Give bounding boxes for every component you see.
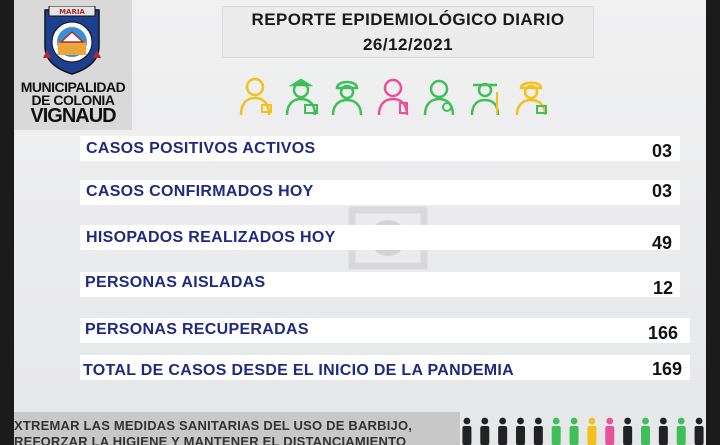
- worker-green-farmer-icon: [470, 82, 500, 116]
- right-dark-border: [706, 0, 720, 445]
- stat-row-active-cases: CASOS POSITIVOS ACTIVOS 03: [80, 136, 680, 161]
- crowd-person-head: [624, 417, 632, 425]
- stat-label-recovered: PERSONAS RECUPERADAS: [85, 321, 309, 338]
- report-title: REPORTE EPIDEMIOLÓGICO DIARIO: [251, 10, 565, 29]
- logo-line-3: VIGNAUD: [30, 105, 116, 127]
- crowd-person-head: [588, 417, 596, 425]
- stat-label-active-cases: CASOS POSITIVOS ACTIVOS: [86, 140, 316, 157]
- seal-text: MARIA: [59, 8, 85, 16]
- footer-band: [14, 412, 460, 445]
- worker-green-builder-icon: [331, 80, 363, 116]
- crowd-person-head: [552, 417, 560, 425]
- crowd-person-body: [641, 426, 650, 445]
- stat-row-confirmed-today: CASOS CONFIRMADOS HOY 03: [80, 180, 680, 205]
- crowd-people-icon: [462, 417, 704, 445]
- stat-value-isolated: 12: [653, 278, 674, 298]
- crowd-person-body: [498, 426, 508, 445]
- crowd-person-head: [677, 417, 685, 425]
- stat-label-total-cases: TOTAL DE CASOS DESDE EL INICIO DE LA PAN…: [83, 362, 515, 379]
- crowd-person-body: [480, 426, 490, 445]
- logo-line-2: DE COLONIA: [31, 92, 115, 108]
- header-box: [222, 6, 594, 58]
- municipality-logo: MARIA MUNICIPALIDAD DE COLONIA VIGNAUD: [14, 0, 132, 130]
- stat-value-swabs-today: 49: [652, 233, 673, 253]
- crowd-person-body: [694, 426, 704, 445]
- crowd-person-body: [587, 426, 597, 445]
- crowd-person-body: [462, 426, 472, 445]
- stat-row-recovered: PERSONAS RECUPERADAS 166: [80, 318, 690, 343]
- footer-line-1: XTREMAR LAS MEDIDAS SANITARIAS DEL USO D…: [14, 418, 413, 433]
- crowd-person-body: [569, 426, 579, 445]
- crowd-person-body: [516, 426, 525, 445]
- essential-workers-row: [236, 76, 556, 116]
- crowd-person-head: [606, 417, 614, 425]
- worker-green-doctor-icon: [423, 79, 455, 116]
- crowd-person-head: [659, 417, 667, 425]
- crowd-person-head: [463, 417, 471, 425]
- stat-value-active-cases: 03: [652, 141, 673, 161]
- crowd-person-body: [533, 426, 543, 445]
- crowd-person-body: [605, 426, 615, 445]
- stat-row-isolated: PERSONAS AISLADAS 12: [80, 272, 680, 298]
- stat-label-swabs-today: HISOPADOS REALIZADOS HOY: [86, 229, 336, 246]
- stat-row-swabs-today: HISOPADOS REALIZADOS HOY 49: [80, 225, 680, 253]
- municipal-shield-icon: MARIA: [43, 6, 101, 75]
- crowd-person-body: [623, 426, 633, 445]
- crowd-person-body: [551, 426, 561, 445]
- stat-row-total-cases: TOTAL DE CASOS DESDE EL INICIO DE LA PAN…: [80, 355, 690, 380]
- crowd-person-head: [499, 417, 507, 425]
- stat-label-confirmed-today: CASOS CONFIRMADOS HOY: [86, 183, 314, 200]
- worker-yellow-icon: [239, 77, 272, 116]
- crowd-person-head: [695, 417, 703, 425]
- left-dark-border: [0, 0, 14, 445]
- crowd-person-body: [658, 426, 668, 445]
- stat-value-confirmed-today: 03: [652, 181, 673, 201]
- crowd-person-head: [481, 417, 489, 425]
- stat-value-total-cases: 169: [652, 359, 683, 379]
- worker-green-medic-icon: [285, 78, 318, 116]
- crowd-person-head: [642, 417, 649, 425]
- worker-pink-icon: [377, 78, 409, 116]
- report-date: 26/12/2021: [362, 35, 454, 54]
- crowd-person-head: [534, 417, 542, 425]
- stat-label-isolated: PERSONAS AISLADAS: [85, 274, 266, 291]
- crowd-person-head: [517, 417, 524, 425]
- worker-yellow-firefighter-icon: [515, 81, 547, 116]
- footer-line-2: REFORZAR LA HIGIENE Y MANTENER EL DISTAN…: [14, 434, 407, 445]
- logo-line-1: MUNICIPALIDAD: [20, 79, 126, 95]
- stat-value-recovered: 166: [648, 323, 679, 343]
- crowd-person-head: [570, 417, 578, 425]
- crowd-person-body: [676, 426, 686, 445]
